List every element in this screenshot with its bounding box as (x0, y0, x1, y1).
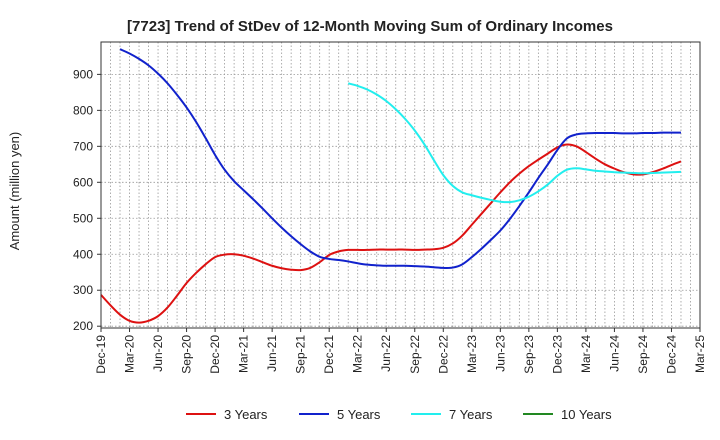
legend-label-5-years: 5 Years (337, 407, 381, 422)
legend-label-7-years: 7 Years (449, 407, 493, 422)
x-tick-label: Dec-19 (94, 335, 108, 374)
x-tick-label: Sep-23 (522, 335, 536, 374)
plot-frame (100, 41, 701, 329)
x-tick-label: Jun-23 (493, 335, 507, 372)
x-tick-label: Sep-20 (180, 335, 194, 374)
series-line-7-years (347, 82, 682, 204)
legend-label-3-years: 3 Years (224, 407, 268, 422)
x-tick-label: Jun-24 (607, 335, 621, 372)
x-tick-label: Dec-24 (664, 335, 678, 374)
y-tick-label: 700 (73, 139, 93, 153)
x-tick-label: Sep-21 (294, 335, 308, 374)
x-tick-label: Mar-20 (123, 335, 137, 373)
x-tick-label: Jun-20 (151, 335, 165, 372)
x-tick-label: Sep-22 (408, 335, 422, 374)
legend-label-10-years: 10 Years (561, 407, 612, 422)
x-tick-label: Dec-22 (436, 335, 450, 374)
x-tick-label: Jun-21 (265, 335, 279, 372)
x-tick-label: Dec-21 (322, 335, 336, 374)
y-axis-ticks: 200 300 400 500 600 700 800 900 (73, 67, 101, 333)
y-tick-label: 200 (73, 319, 93, 333)
x-tick-label: Dec-23 (550, 335, 564, 374)
x-tick-label: Mar-25 (693, 335, 707, 373)
series-lines (100, 48, 682, 324)
x-axis-ticks: Dec-19 Mar-20 Jun-20 Sep-20 Dec-20 Mar-21 Jun-… (94, 328, 707, 374)
y-axis-label: Amount (million yen) (7, 132, 22, 251)
y-tick-label: 900 (73, 67, 93, 81)
x-tick-label: Jun-22 (379, 335, 393, 372)
y-tick-label: 800 (73, 103, 93, 117)
x-tick-label: Mar-21 (237, 335, 251, 373)
x-tick-label: Mar-22 (351, 335, 365, 373)
y-tick-label: 400 (73, 247, 93, 261)
y-tick-label: 300 (73, 283, 93, 297)
legend: 3 Years 5 Years 7 Years 10 Years (186, 407, 612, 422)
y-tick-label: 500 (73, 211, 93, 225)
x-tick-label: Dec-20 (208, 335, 222, 374)
x-tick-label: Sep-24 (636, 335, 650, 374)
x-tick-label: Mar-23 (465, 335, 479, 373)
series-line-5-years (119, 48, 681, 269)
grid (100, 42, 701, 328)
chart-title: [7723] Trend of StDev of 12-Month Moving… (127, 18, 613, 35)
x-tick-label: Mar-24 (579, 335, 593, 373)
series-line-3-years (100, 143, 682, 324)
y-tick-label: 600 (73, 175, 93, 189)
